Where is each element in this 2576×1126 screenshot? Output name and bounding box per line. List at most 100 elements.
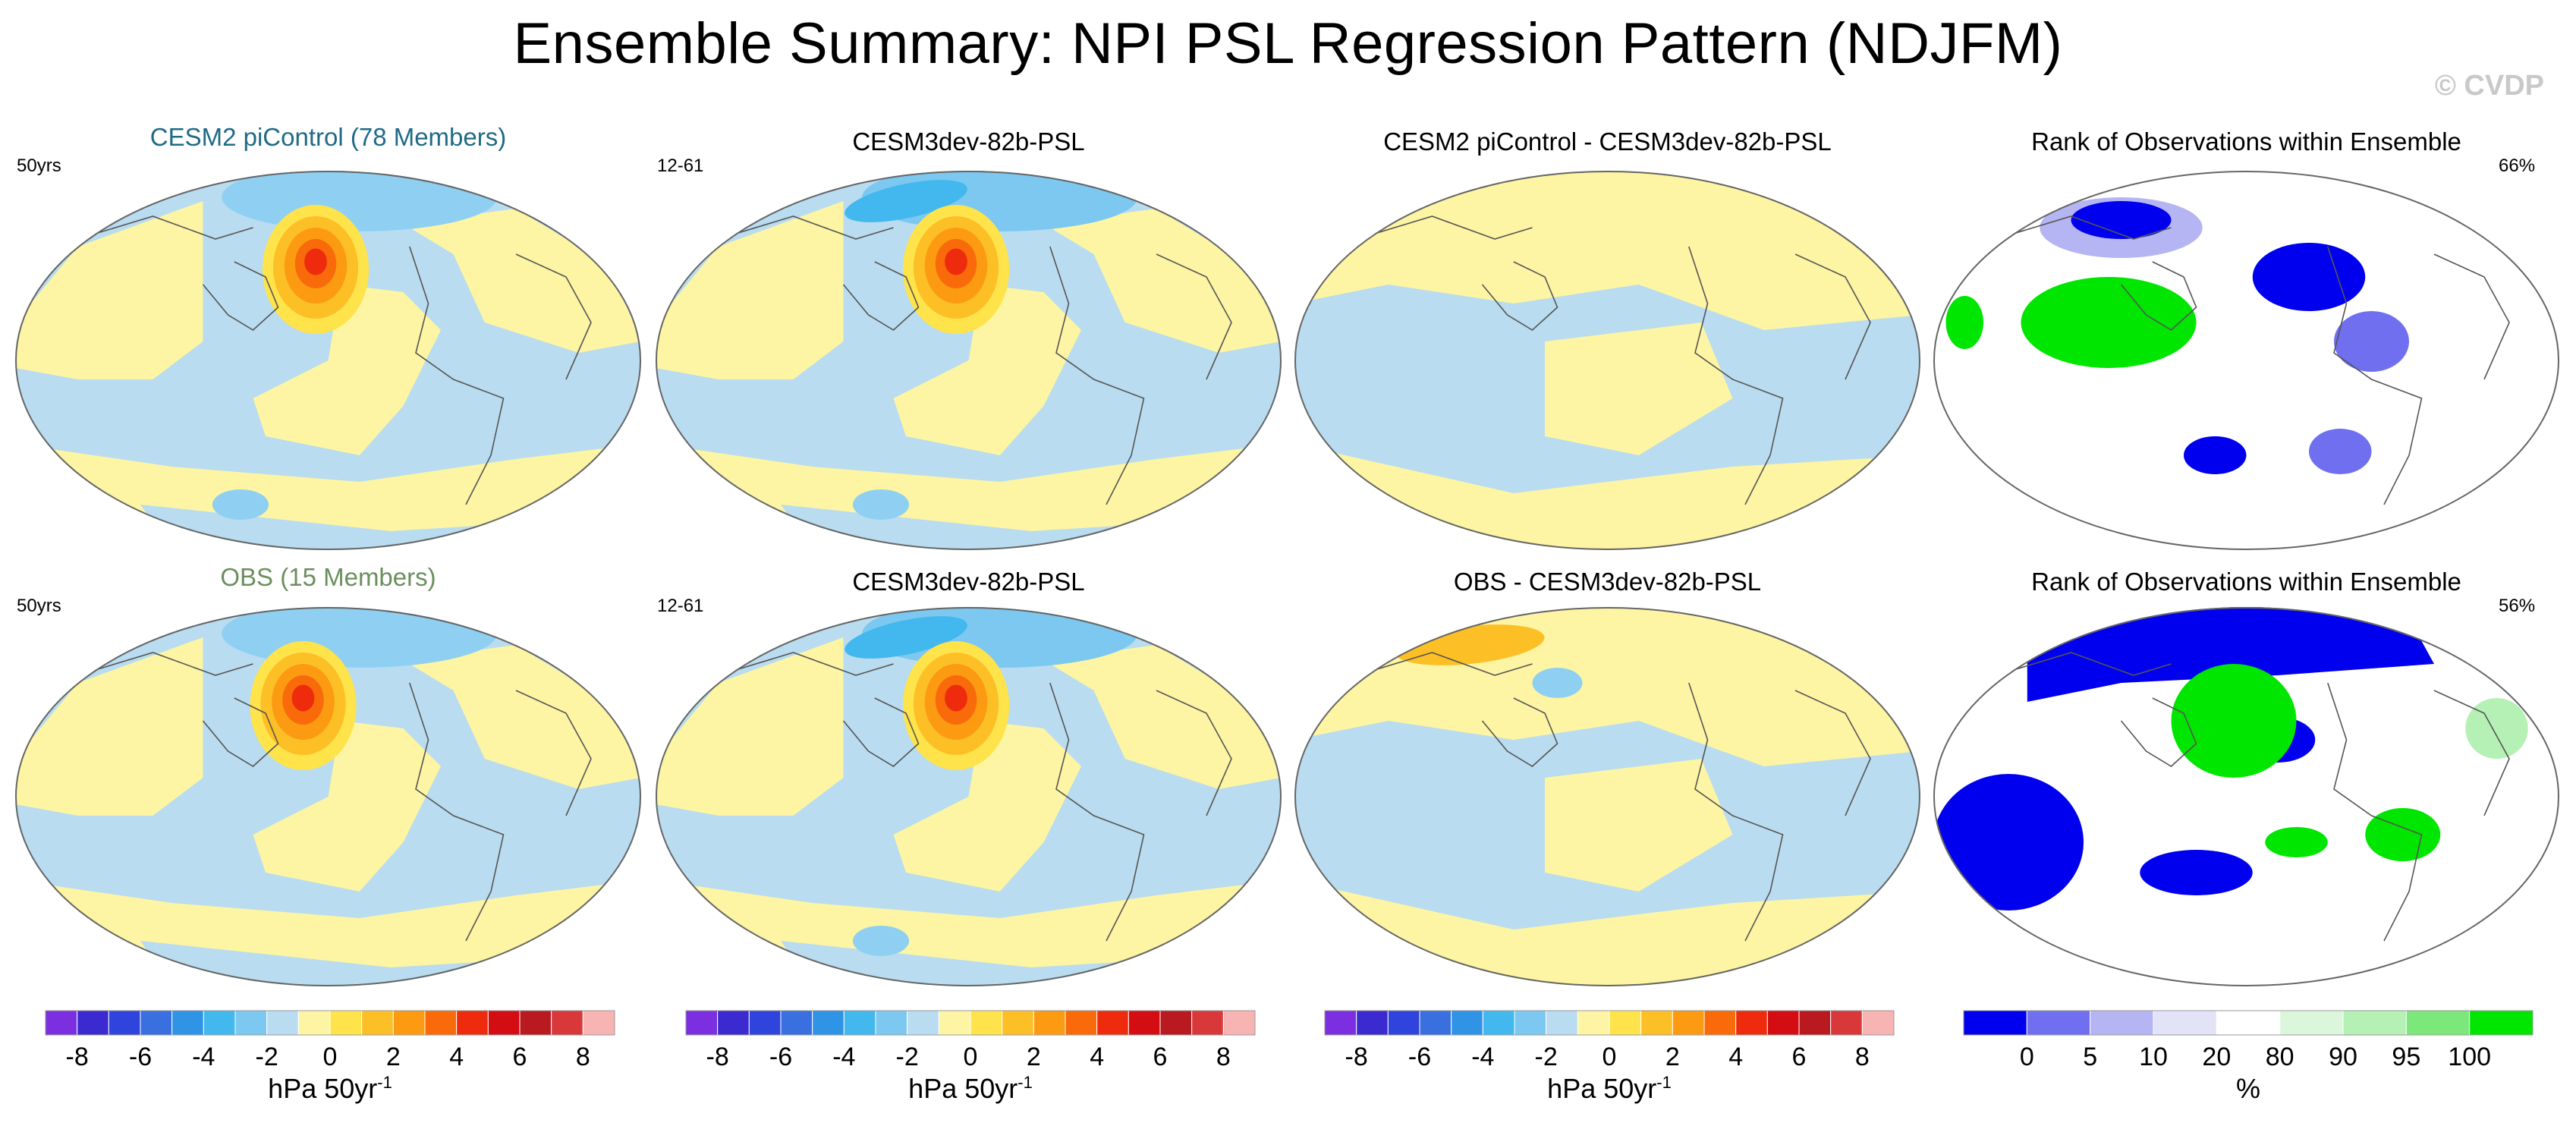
colorbar-tick-label: -2	[1535, 1043, 1558, 1071]
coastline	[77, 652, 253, 676]
coastline	[842, 697, 920, 767]
colorbar-swatch	[456, 1010, 489, 1036]
panel-title: CESM2 piControl (78 Members)	[149, 123, 507, 151]
rank-low-core	[1933, 774, 2084, 911]
cvdp-watermark: © CVDP	[2434, 70, 2544, 102]
colorbar-swatch	[907, 1010, 939, 1036]
rank-high	[2365, 808, 2441, 861]
colorbar-tick-label: 90	[2329, 1043, 2357, 1071]
colorbar-tick-label: 4	[1090, 1043, 1104, 1071]
yellow-region	[1043, 645, 1282, 789]
yellow-region	[1545, 322, 1733, 455]
colorbar-swatch	[2153, 1010, 2217, 1036]
colorbar-tick-label: -2	[896, 1043, 919, 1071]
rank-high	[2465, 698, 2528, 759]
panel-title: OBS - CESM3dev-82b-PSL	[1453, 568, 1762, 596]
colorbar-swatch	[1191, 1010, 1224, 1036]
yellow-region	[403, 209, 641, 353]
rank-high	[2171, 664, 2297, 778]
map-panel-1-1	[15, 171, 641, 550]
colorbar-tick-label: 0	[323, 1043, 338, 1071]
colorbar-units-exponent: -1	[377, 1073, 392, 1092]
coastline	[515, 690, 592, 816]
coastline	[1794, 253, 1871, 380]
colorbar-tick-label: 95	[2392, 1043, 2420, 1071]
colorbar-swatch	[1672, 1010, 1705, 1036]
map-fill	[1933, 171, 2559, 550]
colorbar-swatch	[1482, 1010, 1515, 1036]
colorbar-tick-label: 20	[2202, 1043, 2231, 1071]
colorbar-title: hPa 50yr-1	[686, 1073, 1255, 1105]
panel-title: CESM2 piControl - CESM3dev-82b-PSL	[1383, 127, 1832, 156]
yellow-region	[893, 285, 1081, 455]
colorbar-units: hPa 50yr	[268, 1073, 378, 1104]
yellow-region	[403, 645, 641, 789]
coastline	[842, 261, 920, 331]
colorbar-swatch	[938, 1010, 971, 1036]
colorbar-title: hPa 50yr-1	[1325, 1073, 1894, 1105]
yellow-region	[253, 721, 441, 892]
coastline	[2433, 690, 2510, 816]
yellow-region	[893, 721, 1081, 892]
map-panel-1-2	[656, 171, 1282, 550]
colorbar-swatch	[2279, 1010, 2344, 1036]
panel-side-label: 12-61	[657, 596, 704, 616]
colorbar-swatch	[392, 1010, 426, 1036]
coastline	[77, 215, 253, 240]
panel-title: CESM3dev-82b-PSL	[852, 568, 1085, 596]
rank-low-core	[2071, 201, 2172, 239]
colorbar-tick-label: -6	[1408, 1043, 1431, 1071]
coastline	[1357, 215, 1533, 240]
colorbar-swatch	[1387, 1010, 1420, 1036]
rank-high	[2021, 277, 2197, 368]
colorbar-swatch	[1766, 1010, 1800, 1036]
colorbar-swatch	[266, 1010, 299, 1036]
yellow-region	[656, 201, 844, 379]
colorbar-swatch	[1798, 1010, 1832, 1036]
yellow-region	[1294, 171, 1920, 330]
colorbar-swatch	[1324, 1010, 1357, 1036]
colorbar-units-exponent: -1	[1018, 1073, 1033, 1092]
colorbar-tick-label: 8	[1216, 1043, 1231, 1071]
colorbar-tick-label: -8	[706, 1043, 729, 1071]
colorbar-swatch	[970, 1010, 1003, 1036]
coastline	[1049, 682, 1145, 942]
npi-high-core	[945, 684, 967, 712]
map-fill	[15, 607, 641, 986]
coastline	[2327, 682, 2423, 942]
colorbar-units: hPa 50yr	[1547, 1073, 1657, 1104]
colorbar-swatch	[77, 1010, 109, 1036]
colorbar-swatch	[1830, 1010, 1863, 1036]
colorbar-tick-label: 8	[576, 1043, 590, 1071]
colorbar-swatch	[2090, 1010, 2154, 1036]
coastline	[2120, 697, 2197, 767]
coastline	[515, 253, 592, 380]
southern-low	[852, 489, 910, 520]
colorbar-swatch	[519, 1010, 552, 1036]
map-panel-2-3	[1294, 607, 1920, 986]
colorbar-tick-label: -6	[769, 1043, 792, 1071]
map-outline	[656, 171, 1282, 550]
colorbar-swatch	[1546, 1010, 1578, 1036]
map-fill	[656, 171, 1282, 550]
colorbar-swatch	[1451, 1010, 1483, 1036]
colorbar-swatch	[1002, 1010, 1034, 1036]
arctic-low-core	[845, 616, 967, 659]
coastline	[1481, 697, 1558, 767]
colorbar-swatch	[140, 1010, 173, 1036]
panel-title: OBS (15 Members)	[220, 563, 436, 591]
panel-side-label: 66%	[2499, 156, 2536, 176]
coastline	[2120, 261, 2197, 331]
map-panel-2-1	[15, 607, 641, 986]
coastline	[718, 652, 894, 676]
colorbar-swatch	[2216, 1010, 2281, 1036]
colorbar-units: %	[2235, 1073, 2260, 1104]
panel-title: Rank of Observations within Ensemble	[2031, 568, 2461, 596]
npi-high-core	[945, 248, 967, 275]
map-panel-2-2	[656, 607, 1282, 986]
rank-low-core	[2027, 607, 2434, 702]
map-outline	[1933, 171, 2559, 550]
colorbar-tick-label: -2	[256, 1043, 278, 1071]
diff-low	[1532, 668, 1583, 698]
colorbar-swatch	[2405, 1010, 2471, 1036]
